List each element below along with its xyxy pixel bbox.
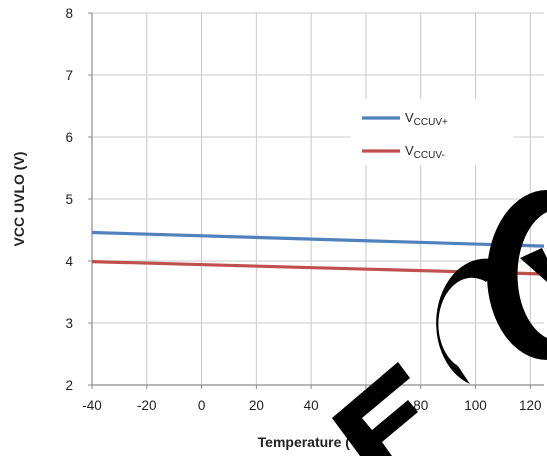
grid-lines bbox=[91, 12, 544, 386]
x-tick-label: -20 bbox=[137, 398, 157, 413]
x-tick-label: 80 bbox=[413, 398, 428, 413]
x-tick-label: -40 bbox=[82, 398, 102, 413]
eco-watermark bbox=[332, 190, 547, 456]
axes bbox=[88, 12, 544, 389]
y-tick-label: 2 bbox=[65, 378, 73, 393]
x-tick-label: 20 bbox=[249, 398, 264, 413]
y-tick-label: 3 bbox=[65, 316, 73, 331]
watermark-letter-o-shape bbox=[487, 190, 547, 360]
tick-labels: -40-200204060801001202345678 bbox=[65, 6, 541, 413]
y-axis-title: VCC UVLO (V) bbox=[11, 152, 27, 247]
y-tick-label: 5 bbox=[65, 192, 73, 207]
x-tick-label: 120 bbox=[519, 398, 542, 413]
y-tick-label: 6 bbox=[65, 130, 73, 145]
legend-label: VCCUV+ bbox=[405, 110, 448, 128]
legend: VCCUV+ VCCUV- bbox=[350, 99, 514, 165]
x-axis-title: Temperature (°C) bbox=[258, 434, 371, 450]
series-line-vccuv- bbox=[92, 230, 544, 248]
watermark-letter-e-shape bbox=[332, 362, 418, 456]
y-tick-label: 8 bbox=[65, 6, 73, 21]
x-tick-label: 0 bbox=[198, 398, 206, 413]
legend-background bbox=[350, 99, 514, 165]
watermark-letter-c-shape bbox=[520, 248, 547, 282]
x-tick-label: 100 bbox=[464, 398, 487, 413]
y-tick-label: 4 bbox=[65, 254, 73, 269]
legend-label: VCCUV- bbox=[405, 143, 445, 161]
y-tick-label: 7 bbox=[65, 68, 73, 83]
x-tick-label: 40 bbox=[304, 398, 319, 413]
